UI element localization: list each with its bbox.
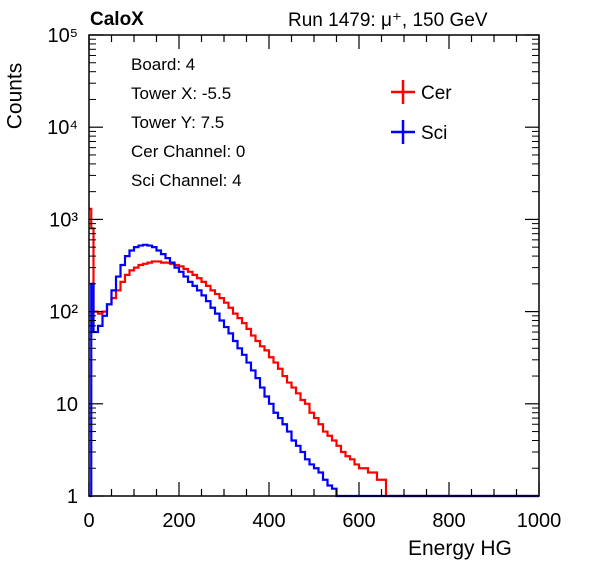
- plot-frame: [88, 34, 540, 497]
- x-tick-label: 200: [162, 510, 195, 532]
- axis-ticks: 0 200 400 600 800 1000 1 10 10² 10³ 10⁴ 10⁵: [47, 25, 561, 532]
- y-tick-label: 1: [67, 486, 78, 508]
- legend-label-sci: Sci: [421, 123, 447, 144]
- y-axis-label: Counts: [3, 62, 27, 130]
- info-tower-y: Tower Y: 7.5: [131, 113, 225, 132]
- curves-layer: [89, 207, 539, 498]
- y-tick-label: 10²: [49, 302, 78, 324]
- legend: Cer Sci: [391, 80, 452, 144]
- y-tick-label: 10³: [49, 209, 78, 231]
- info-tower-x: Tower X: -5.5: [131, 84, 232, 103]
- y-tick-label: 10: [56, 394, 78, 416]
- series-sci-line: [89, 243, 539, 498]
- header-title-left: CaloX: [90, 9, 144, 30]
- y-tick-label: 10⁴: [47, 117, 78, 139]
- info-sci-channel: Sci Channel: 4: [131, 171, 242, 190]
- x-tick-label: 1000: [517, 510, 562, 532]
- legend-label-cer: Cer: [421, 83, 452, 104]
- x-tick-label: 800: [432, 510, 465, 532]
- x-tick-label: 400: [252, 510, 285, 532]
- info-board: Board: 4: [131, 55, 196, 74]
- x-tick-label: 0: [83, 510, 94, 532]
- info-cer-channel: Cer Channel: 0: [131, 142, 246, 161]
- series-cer-line: [89, 207, 539, 498]
- x-axis-label: Energy HG: [408, 537, 512, 560]
- x-tick-label: 600: [342, 510, 375, 532]
- header-title-right: Run 1479: μ⁺, 150 GeV: [288, 10, 488, 31]
- y-tick-label: 10⁵: [47, 25, 78, 47]
